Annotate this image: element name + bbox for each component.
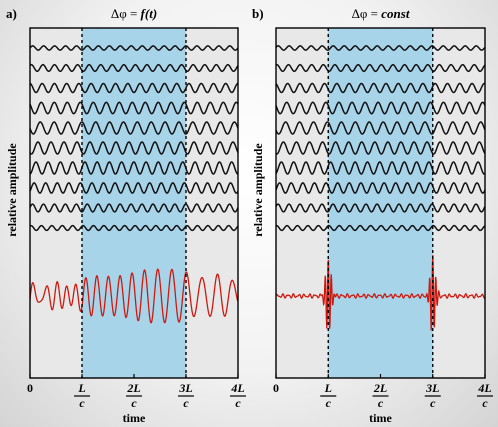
panel-title-expression: const — [381, 6, 410, 21]
component-wave-1 — [29, 45, 239, 51]
panel-letter: b) — [252, 6, 264, 21]
panel-title: Δφ = f(t) — [111, 6, 157, 21]
shaded-interval — [328, 28, 433, 378]
tick-label-den-1: c — [326, 396, 332, 410]
component-wave-8 — [29, 182, 239, 194]
resultant-wave — [275, 255, 486, 331]
component-wave-6 — [275, 141, 486, 155]
tick-label-0: 0 — [273, 381, 279, 395]
tick-label-num-4: 4L — [230, 381, 244, 395]
component-wave-1 — [275, 45, 486, 51]
x-axis-label: time — [123, 411, 146, 425]
component-wave-4 — [275, 101, 486, 115]
panel-title: Δφ = const — [352, 6, 410, 21]
component-wave-6 — [29, 141, 239, 155]
tick-label-num-2: 2L — [373, 381, 387, 395]
tick-label-den-3: c — [183, 396, 189, 410]
tick-label-den-2: c — [131, 396, 137, 410]
component-wave-2 — [29, 63, 239, 73]
tick-label-num-4: 4L — [477, 381, 491, 395]
panel-letter: a) — [6, 6, 17, 21]
tick-label-num-2: 2L — [126, 381, 140, 395]
tick-label-den-3: c — [430, 396, 436, 410]
tick-label-den-1: c — [79, 396, 85, 410]
panel-title-prefix: Δφ = — [352, 6, 382, 21]
tick-label-num-3: 3L — [178, 381, 192, 395]
component-wave-7 — [275, 161, 486, 175]
tick-label-den-2: c — [378, 396, 384, 410]
component-wave-3 — [275, 82, 486, 94]
tick-label-num-3: 3L — [425, 381, 439, 395]
component-wave-8 — [275, 182, 486, 194]
component-wave-5 — [29, 121, 239, 135]
tick-label-num-1: L — [77, 381, 85, 395]
x-axis-label: time — [369, 411, 392, 425]
component-wave-9 — [275, 203, 486, 213]
component-wave-3 — [29, 82, 239, 94]
component-wave-9 — [29, 203, 239, 213]
component-wave-10 — [275, 224, 486, 232]
tick-label-den-4: c — [235, 396, 241, 410]
tick-label-num-1: L — [324, 381, 332, 395]
shaded-interval — [82, 28, 186, 378]
component-wave-7 — [29, 161, 239, 175]
component-wave-10 — [29, 224, 239, 232]
tick-label-den-4: c — [482, 396, 488, 410]
tick-label-0: 0 — [27, 381, 33, 395]
component-wave-5 — [275, 121, 486, 135]
resultant-wave — [29, 268, 239, 324]
panel-title-prefix: Δφ = — [111, 6, 141, 21]
y-axis-label: relative amplitude — [5, 143, 19, 237]
component-wave-4 — [29, 101, 239, 115]
component-wave-2 — [275, 63, 486, 73]
panel-title-expression: f(t) — [141, 6, 158, 21]
y-axis-label: relative amplitude — [251, 143, 265, 237]
